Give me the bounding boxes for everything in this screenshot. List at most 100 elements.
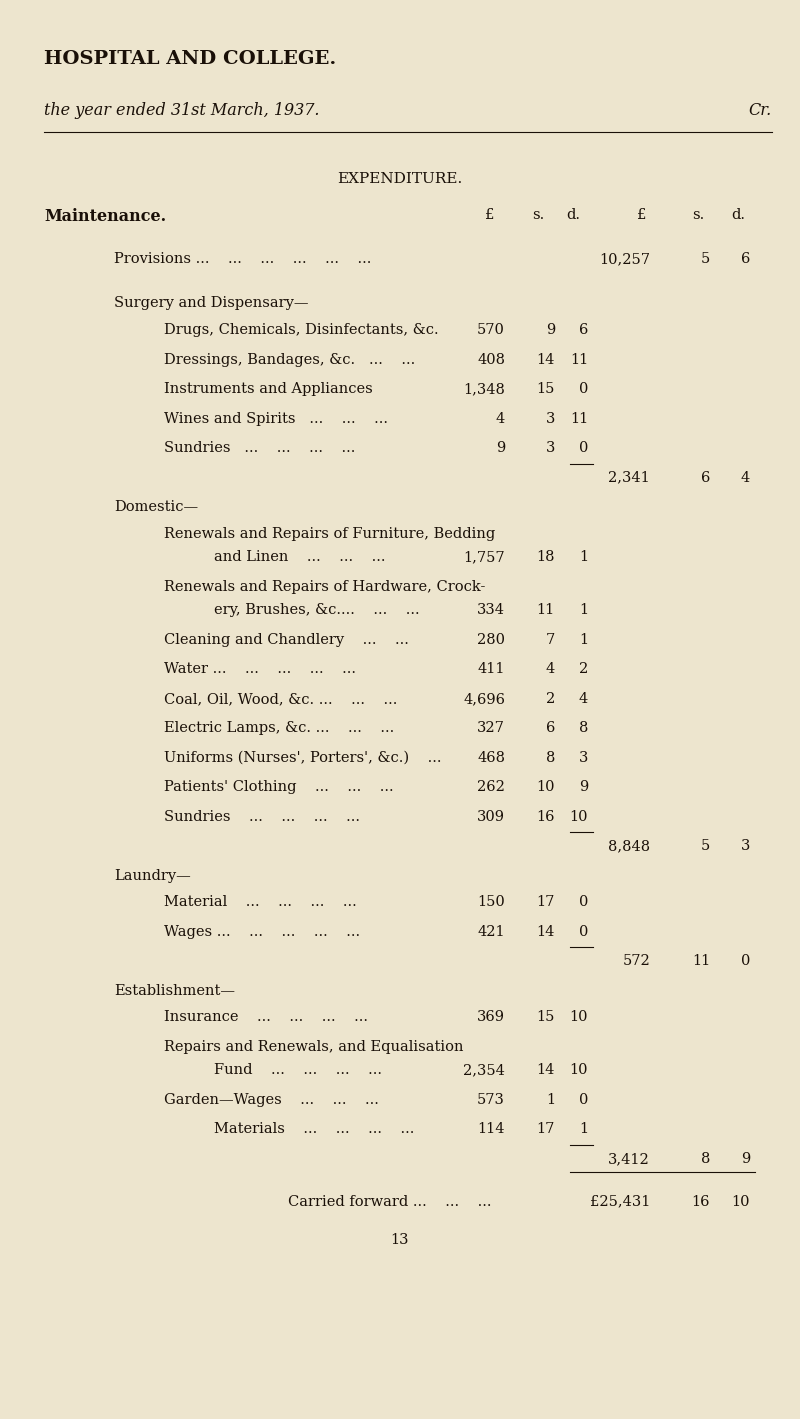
Text: 411: 411 — [478, 663, 505, 677]
Text: 573: 573 — [477, 1093, 505, 1107]
Text: Laundry—: Laundry— — [114, 868, 190, 883]
Text: 369: 369 — [477, 1010, 505, 1025]
Text: 7: 7 — [546, 633, 555, 647]
Text: 4,696: 4,696 — [463, 692, 505, 705]
Text: 11: 11 — [537, 603, 555, 617]
Text: Patients' Clothing    ...    ...    ...: Patients' Clothing ... ... ... — [164, 780, 394, 795]
Text: 3,412: 3,412 — [608, 1152, 650, 1166]
Text: 6: 6 — [546, 721, 555, 735]
Text: 6: 6 — [578, 324, 588, 338]
Text: Instruments and Appliances: Instruments and Appliances — [164, 382, 373, 396]
Text: Garden—Wages    ...    ...    ...: Garden—Wages ... ... ... — [164, 1093, 379, 1107]
Text: 6: 6 — [741, 253, 750, 265]
Text: 327: 327 — [477, 721, 505, 735]
Text: Surgery and Dispensary—: Surgery and Dispensary— — [114, 297, 309, 311]
Text: 17: 17 — [537, 895, 555, 910]
Text: Renewals and Repairs of Furniture, Bedding: Renewals and Repairs of Furniture, Beddi… — [164, 526, 495, 541]
Text: 2: 2 — [578, 663, 588, 677]
Text: 570: 570 — [477, 324, 505, 338]
Text: 1: 1 — [579, 603, 588, 617]
Text: £: £ — [486, 209, 494, 221]
Text: 114: 114 — [478, 1122, 505, 1137]
Text: 2,341: 2,341 — [608, 471, 650, 484]
Text: Fund    ...    ...    ...    ...: Fund ... ... ... ... — [214, 1063, 382, 1077]
Text: 1: 1 — [579, 1122, 588, 1137]
Text: 0: 0 — [741, 955, 750, 968]
Text: Domestic—: Domestic— — [114, 499, 198, 514]
Text: Dressings, Bandages, &c.   ...    ...: Dressings, Bandages, &c. ... ... — [164, 352, 415, 366]
Text: 8,848: 8,848 — [608, 839, 650, 853]
Text: 18: 18 — [537, 551, 555, 565]
Text: Provisions ...    ...    ...    ...    ...    ...: Provisions ... ... ... ... ... ... — [114, 253, 371, 265]
Text: 1: 1 — [579, 551, 588, 565]
Text: ery, Brushes, &c....    ...    ...: ery, Brushes, &c.... ... ... — [214, 603, 420, 617]
Text: 2: 2 — [546, 692, 555, 705]
Text: 14: 14 — [537, 352, 555, 366]
Text: 3: 3 — [546, 441, 555, 455]
Text: 17: 17 — [537, 1122, 555, 1137]
Text: 0: 0 — [578, 382, 588, 396]
Text: and Linen    ...    ...    ...: and Linen ... ... ... — [214, 551, 386, 565]
Text: 0: 0 — [578, 895, 588, 910]
Text: 3: 3 — [578, 751, 588, 765]
Text: 9: 9 — [546, 324, 555, 338]
Text: 11: 11 — [570, 412, 588, 426]
Text: 10: 10 — [731, 1195, 750, 1209]
Text: 16: 16 — [537, 810, 555, 824]
Text: £25,431: £25,431 — [590, 1195, 650, 1209]
Text: 150: 150 — [478, 895, 505, 910]
Text: Drugs, Chemicals, Disinfectants, &c.: Drugs, Chemicals, Disinfectants, &c. — [164, 324, 438, 338]
Text: 14: 14 — [537, 1063, 555, 1077]
Text: 10,257: 10,257 — [599, 253, 650, 265]
Text: 4: 4 — [741, 471, 750, 484]
Text: 11: 11 — [692, 955, 710, 968]
Text: 16: 16 — [691, 1195, 710, 1209]
Text: 334: 334 — [477, 603, 505, 617]
Text: Cleaning and Chandlery    ...    ...: Cleaning and Chandlery ... ... — [164, 633, 409, 647]
Text: Sundries    ...    ...    ...    ...: Sundries ... ... ... ... — [164, 810, 360, 824]
Text: 309: 309 — [477, 810, 505, 824]
Text: £: £ — [638, 209, 646, 221]
Text: HOSPITAL AND COLLEGE.: HOSPITAL AND COLLEGE. — [44, 50, 336, 68]
Text: Carried forward ...    ...    ...: Carried forward ... ... ... — [288, 1195, 492, 1209]
Text: 15: 15 — [537, 382, 555, 396]
Text: 3: 3 — [741, 839, 750, 853]
Text: Renewals and Repairs of Hardware, Crock-: Renewals and Repairs of Hardware, Crock- — [164, 580, 486, 593]
Text: Water ...    ...    ...    ...    ...: Water ... ... ... ... ... — [164, 663, 356, 677]
Text: the year ended 31st March, 1937.: the year ended 31st March, 1937. — [44, 102, 319, 119]
Text: 8: 8 — [546, 751, 555, 765]
Text: 4: 4 — [578, 692, 588, 705]
Text: 9: 9 — [496, 441, 505, 455]
Text: 5: 5 — [701, 253, 710, 265]
Text: 262: 262 — [477, 780, 505, 795]
Text: 4: 4 — [546, 663, 555, 677]
Text: EXPENDITURE.: EXPENDITURE. — [338, 172, 462, 186]
Text: Coal, Oil, Wood, &c. ...    ...    ...: Coal, Oil, Wood, &c. ... ... ... — [164, 692, 398, 705]
Text: 5: 5 — [701, 839, 710, 853]
Text: 572: 572 — [622, 955, 650, 968]
Text: 13: 13 — [390, 1233, 410, 1247]
Text: 10: 10 — [570, 810, 588, 824]
Text: Sundries   ...    ...    ...    ...: Sundries ... ... ... ... — [164, 441, 355, 455]
Text: d.: d. — [566, 209, 580, 221]
Text: Establishment—: Establishment— — [114, 983, 235, 998]
Text: 1,757: 1,757 — [463, 551, 505, 565]
Text: 1: 1 — [579, 633, 588, 647]
Text: Wines and Spirits   ...    ...    ...: Wines and Spirits ... ... ... — [164, 412, 388, 426]
Text: 8: 8 — [578, 721, 588, 735]
Text: 10: 10 — [570, 1010, 588, 1025]
Text: 3: 3 — [546, 412, 555, 426]
Text: 6: 6 — [701, 471, 710, 484]
Text: s.: s. — [692, 209, 704, 221]
Text: d.: d. — [731, 209, 745, 221]
Text: s.: s. — [532, 209, 544, 221]
Text: 2,354: 2,354 — [463, 1063, 505, 1077]
Text: Repairs and Renewals, and Equalisation: Repairs and Renewals, and Equalisation — [164, 1040, 463, 1054]
Text: 421: 421 — [478, 925, 505, 939]
Text: 4: 4 — [496, 412, 505, 426]
Text: 8: 8 — [701, 1152, 710, 1166]
Text: 1: 1 — [546, 1093, 555, 1107]
Text: 10: 10 — [537, 780, 555, 795]
Text: Electric Lamps, &c. ...    ...    ...: Electric Lamps, &c. ... ... ... — [164, 721, 394, 735]
Text: 1,348: 1,348 — [463, 382, 505, 396]
